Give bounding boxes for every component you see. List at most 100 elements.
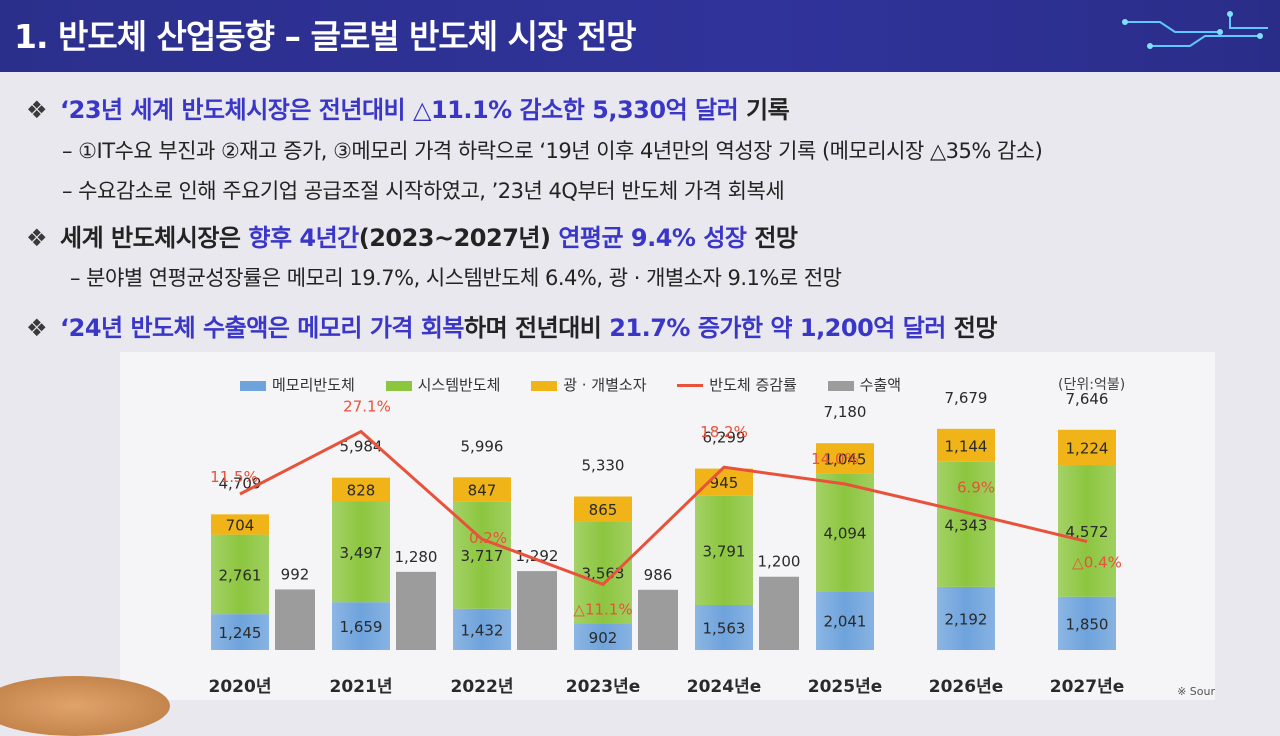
data-label-system: 3,791: [703, 542, 746, 560]
data-label-system: 4,572: [1066, 523, 1109, 541]
bullet-2-post: 전망: [746, 224, 798, 252]
data-label-system: 3,497: [340, 544, 383, 562]
bullet-3: ❖ ‘24년 반도체 수출액은 메모리 가격 회복하며 전년대비 21.7% 증가…: [26, 308, 997, 343]
legend-system-label: 시스템반도체: [417, 376, 501, 394]
legend-system-swatch: [385, 380, 412, 391]
circuit-decoration-icon: [1122, 11, 1268, 49]
page-title: 1. 반도체 산업동향 – 글로벌 반도체 시장 전망: [14, 17, 637, 56]
data-label-memory: 2,041: [824, 613, 867, 631]
growth-label: 14.0%: [811, 450, 859, 468]
bullet-3-em2: 21.7% 증가한 약 1,200억 달러: [609, 314, 946, 342]
legend-system: 시스템반도체: [385, 374, 501, 395]
bullet-2-mid: (2023~2027년): [358, 224, 559, 252]
bar-shade: [574, 624, 632, 650]
total-label: 7,180: [824, 403, 867, 421]
bar-export: [275, 589, 315, 650]
bar-shade: [453, 501, 511, 609]
bar-opto: [574, 496, 632, 522]
bar-shade: [695, 604, 753, 650]
data-label-memory: 902: [589, 629, 618, 647]
bar-shade: [453, 608, 511, 650]
legend-memory-swatch: [240, 380, 266, 391]
data-label-opto: 1,144: [945, 437, 988, 455]
export-label: 1,280: [395, 548, 438, 566]
legend-growth-swatch: [677, 384, 704, 387]
bullet-2: ❖ 세계 반도체시장은 향후 4년간(2023~2027년) 연평균 9.4% 성…: [26, 218, 798, 253]
chart-unit: (단위:억불): [1058, 377, 1126, 393]
legend-memory-label: 메모리반도체: [272, 376, 355, 394]
data-label-opto: 847: [468, 482, 497, 500]
legend-opto: 광 · 개별소자: [531, 374, 647, 395]
growth-label: △11.1%: [573, 600, 632, 618]
data-label-memory: 2,192: [945, 610, 988, 628]
bar-shade: [1058, 465, 1116, 597]
data-label-system: 3,717: [461, 547, 504, 565]
legend-growth: 반도체 증감률: [677, 374, 797, 395]
growth-label: 0.2%: [469, 529, 507, 547]
bullet-1-sub-1: – ①IT수요 부진과 ②재고 증가, ③메모리 가격 하락으로 ‘19년 이후…: [62, 139, 1043, 163]
bar-shade: [816, 591, 874, 650]
data-label-opto: 828: [347, 482, 376, 500]
data-label-system: 2,761: [219, 566, 262, 584]
bullet-1-post: 기록: [738, 96, 790, 124]
bar-opto: [695, 468, 753, 496]
total-label: 7,679: [945, 389, 988, 407]
export-label: 1,200: [758, 553, 801, 571]
chart-legend: 메모리반도체 시스템반도체 광 · 개별소자 반도체 증감률 수출액: [240, 374, 927, 395]
bar-shade: [332, 501, 390, 603]
x-tick-label: 2021년: [330, 677, 393, 697]
bullet-2-sub-1: – 분야별 연평균성장률은 메모리 19.7%, 시스템반도체 6.4%, 광 …: [70, 266, 842, 290]
data-label-memory: 1,432: [461, 621, 504, 639]
bullet-3-em1: 메모리 가격 회복: [297, 314, 465, 342]
growth-label: △0.4%: [1072, 554, 1122, 572]
data-label-opto: 704: [226, 516, 255, 534]
diamond-bullet-icon: ❖: [26, 96, 48, 124]
data-label-memory: 1,850: [1066, 615, 1109, 633]
bullet-1-pre: ‘23년 세계 반도체시장은 전년대비: [60, 96, 413, 124]
bar-shade: [1058, 596, 1116, 650]
legend-export-swatch: [827, 380, 854, 391]
bar-opto: [1058, 429, 1116, 466]
bar-opto: [332, 477, 390, 502]
growth-label: 27.1%: [343, 398, 391, 416]
growth-label: 18.2%: [700, 423, 748, 441]
bar-shade: [211, 614, 269, 650]
data-label-memory: 1,245: [219, 624, 262, 642]
bar-shade: [937, 586, 995, 650]
x-tick-label: 2020년: [209, 677, 272, 697]
bullet-2-em1: 향후 4년간: [248, 224, 359, 252]
legend-opto-label: 광 · 개별소자: [563, 376, 647, 394]
bar-export: [517, 571, 557, 650]
data-label-memory: 1,659: [340, 618, 383, 636]
data-label-system: 4,343: [945, 516, 988, 534]
diamond-bullet-icon: ❖: [26, 314, 48, 342]
data-label-system: 4,094: [824, 524, 867, 542]
x-tick-label: 2027년e: [1050, 677, 1124, 697]
bar-shade: [211, 534, 269, 615]
header-bar: 1. 반도체 산업동향 – 글로벌 반도체 시장 전망: [0, 0, 1280, 72]
legend-memory: 메모리반도체: [240, 374, 355, 395]
bar-opto: [937, 428, 995, 462]
total-label: 6,299: [703, 429, 746, 447]
total-label: 5,996: [461, 437, 504, 455]
bullet-2-pre: 세계 반도체시장은: [60, 224, 249, 252]
bar-opto: [453, 477, 511, 502]
bar-shade: [574, 521, 632, 625]
bar-opto: [816, 443, 874, 474]
bar-export: [396, 571, 436, 650]
data-label-opto: 945: [710, 474, 739, 492]
x-tick-label: 2024년e: [687, 677, 761, 697]
source-note: ※ Sour: [1177, 685, 1215, 698]
x-tick-label: 2023년e: [566, 677, 640, 697]
legend-export: 수출액: [827, 374, 902, 395]
total-label: 7,646: [1066, 390, 1109, 408]
bar-shade: [695, 495, 753, 605]
legend-growth-label: 반도체 증감률: [709, 376, 797, 394]
data-label-memory: 1,563: [703, 619, 746, 637]
hand-blur: [0, 676, 170, 736]
total-label: 5,330: [582, 456, 625, 474]
bullet-1: ❖ ‘23년 세계 반도체시장은 전년대비 △11.1% 감소한 5,330억 달…: [26, 90, 790, 125]
legend-export-label: 수출액: [859, 376, 902, 394]
bullet-1-emphasis: △11.1% 감소한 5,330억 달러: [412, 96, 739, 124]
growth-label: 11.5%: [210, 468, 258, 486]
